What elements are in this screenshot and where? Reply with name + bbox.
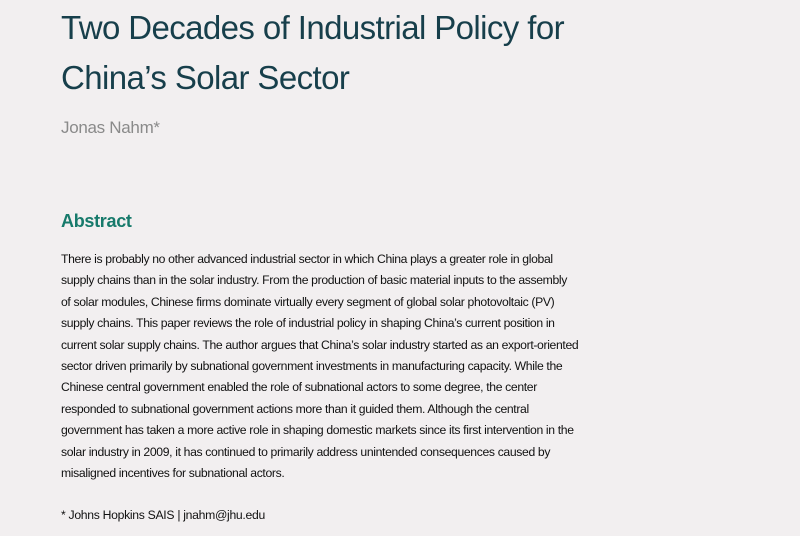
author-email[interactable]: jnahm@jhu.edu <box>183 508 265 522</box>
abstract-line: misaligned incentives for subnational ac… <box>61 465 285 480</box>
abstract-line: supply chains than in the solar industry… <box>61 273 568 288</box>
abstract-heading: Abstract <box>61 211 132 231</box>
author-footnote: * Johns Hopkins SAIS | jnahm@jhu.edu <box>61 508 265 522</box>
abstract-line: of solar modules, Chinese firms dominate… <box>61 294 555 309</box>
abstract-line: current solar supply chains. The author … <box>61 337 579 352</box>
author-name: Jonas Nahm* <box>61 118 160 137</box>
abstract-line: responded to subnational government acti… <box>61 401 529 416</box>
abstract-line: Chinese central government enabled the r… <box>61 380 537 395</box>
abstract-line: supply chains. This paper reviews the ro… <box>61 316 555 331</box>
document-title-line-1: Two Decades of Industrial Policy for <box>61 9 565 46</box>
affiliation: * Johns Hopkins SAIS | <box>61 508 184 522</box>
abstract-line: solar industry in 2009, it has continued… <box>61 444 551 459</box>
abstract-line: There is probably no other advanced indu… <box>61 252 553 266</box>
abstract-line: government has taken a more active role … <box>61 423 574 438</box>
abstract-line: sector driven primarily by subnational g… <box>61 358 563 373</box>
abstract-body: There is probably no other advanced indu… <box>61 249 579 484</box>
document-title-line-2: China’s Solar Sector <box>61 59 350 96</box>
